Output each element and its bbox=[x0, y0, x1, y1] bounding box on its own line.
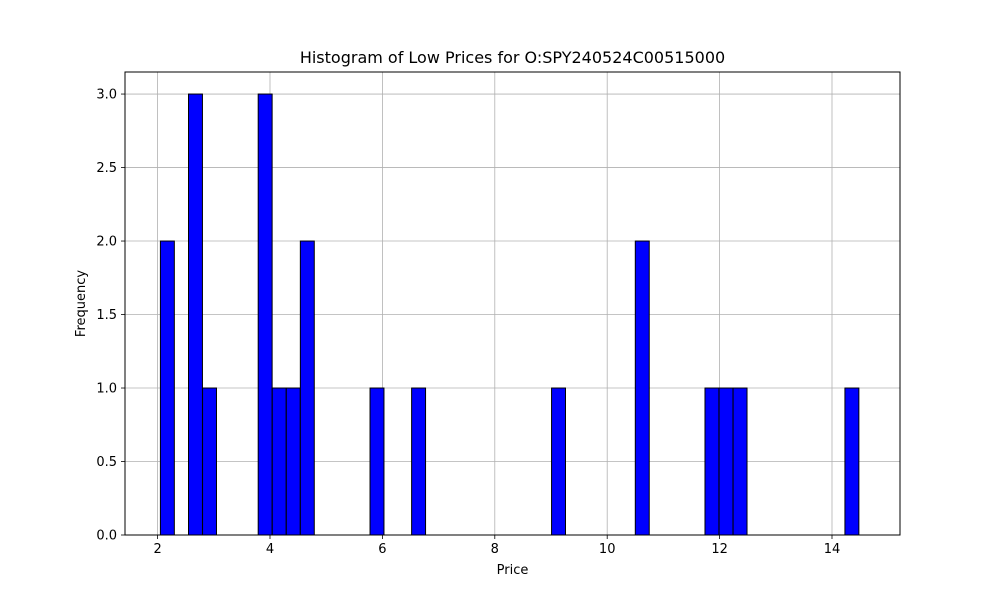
histogram-bar bbox=[844, 387, 860, 536]
y-tick-label: 1.5 bbox=[96, 308, 117, 323]
y-axis-ticks: 0.0 0.5 1.0 1.5 2.0 2.5 3.0 bbox=[96, 88, 125, 544]
x-tick-label: 4 bbox=[266, 542, 274, 557]
histogram-bar bbox=[732, 387, 748, 536]
y-tick-label: 1.0 bbox=[96, 382, 117, 397]
y-tick-label: 3.0 bbox=[96, 88, 117, 103]
histogram-bar bbox=[202, 387, 217, 536]
histogram-bar bbox=[551, 387, 566, 536]
histogram-bar bbox=[271, 387, 287, 536]
y-tick-label: 2.0 bbox=[96, 235, 117, 250]
x-tick-label: 6 bbox=[378, 542, 386, 557]
x-tick-label: 12 bbox=[711, 542, 728, 557]
histogram-bar bbox=[159, 240, 175, 536]
histogram-bar bbox=[411, 387, 427, 536]
histogram-bar bbox=[369, 387, 385, 536]
histogram-bar bbox=[257, 93, 273, 536]
x-tick-label: 8 bbox=[491, 542, 499, 557]
x-tick-label: 14 bbox=[824, 542, 841, 557]
y-tick-label: 2.5 bbox=[96, 161, 117, 176]
x-tick-label: 10 bbox=[599, 542, 616, 557]
y-tick-label: 0.5 bbox=[96, 455, 117, 470]
histogram-bar bbox=[188, 93, 203, 536]
x-axis-ticks: 2 4 6 8 10 12 14 bbox=[153, 535, 840, 557]
histogram-bar bbox=[718, 387, 734, 536]
histogram-bar bbox=[634, 240, 650, 536]
chart-title: Histogram of Low Prices for O:SPY240524C… bbox=[300, 48, 725, 67]
histogram-bar bbox=[285, 387, 301, 536]
x-tick-label: 2 bbox=[153, 542, 161, 557]
histogram-bar bbox=[299, 240, 315, 536]
plot-frame bbox=[124, 71, 901, 536]
x-axis-label: Price bbox=[497, 563, 529, 578]
y-tick-label: 0.0 bbox=[96, 529, 117, 544]
histogram-bar bbox=[704, 387, 720, 536]
y-axis-label: Frequency bbox=[74, 270, 89, 337]
